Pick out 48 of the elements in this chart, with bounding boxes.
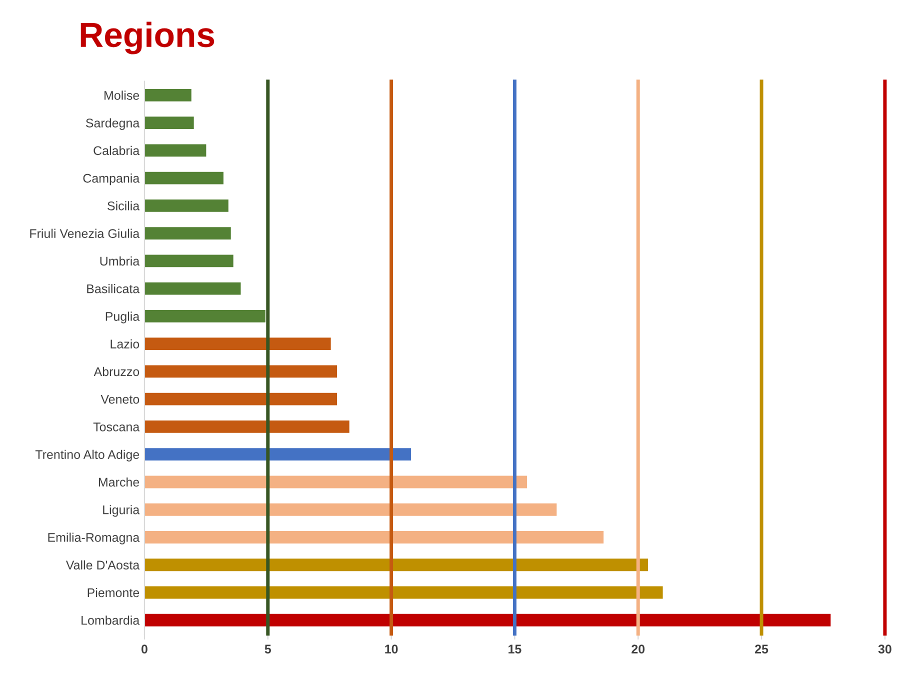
bar [144, 420, 350, 433]
y-tick-label: Valle D'Aosta [66, 560, 140, 570]
y-tick-label: Trentino Alto Adige [35, 450, 140, 462]
y-tick-label: Molise [104, 90, 140, 100]
bar [144, 392, 337, 406]
y-tick-label: Emilia-Romagna [48, 532, 140, 544]
y-tick-label: Liguria [103, 505, 140, 517]
bar [144, 365, 337, 378]
x-tick-label: 5 [264, 644, 272, 654]
y-tick-label: Toscana [93, 422, 140, 432]
bar [144, 227, 231, 240]
y-tick-label: Veneto [100, 395, 140, 404]
x-tick-label: 15 [508, 644, 522, 654]
bar [144, 448, 412, 461]
bar [144, 254, 234, 268]
y-tick-label: Lazio [110, 339, 140, 348]
bar [144, 172, 224, 184]
x-tick-label: 0 [142, 644, 148, 654]
bar [144, 199, 228, 212]
y-tick-label: Friuli Venezia Giulia [30, 228, 140, 238]
bar [144, 310, 266, 322]
bar [144, 476, 528, 488]
bar [144, 614, 831, 626]
y-tick-label: Piemonte [88, 588, 140, 598]
y-tick-label: Basilicata [87, 284, 140, 294]
bar [144, 338, 331, 350]
y-tick-label: Sardegna [86, 118, 140, 130]
bar [144, 503, 557, 516]
x-tick-label: 30 [878, 644, 892, 654]
chart-title: Regions [80, 22, 214, 54]
y-tick-label: Lombardia [82, 616, 140, 625]
bar [144, 558, 648, 572]
x-tick-label: 20 [632, 644, 645, 654]
y-tick-label: Campania [83, 174, 140, 186]
y-tick-label: Puglia [106, 312, 140, 324]
y-tick-label: Umbria [100, 256, 140, 266]
bar [144, 144, 206, 157]
y-tick-label: Marche [98, 477, 140, 487]
x-tick-label: 10 [385, 644, 398, 654]
bar [144, 116, 194, 130]
y-tick-label: Calabria [94, 146, 140, 156]
bar [144, 531, 604, 544]
bar [144, 88, 192, 102]
bar [144, 282, 241, 295]
bar [144, 586, 663, 599]
y-tick-label: Sicilia [108, 201, 140, 210]
y-tick-label: Abruzzo [94, 366, 140, 376]
x-tick-label: 25 [755, 644, 768, 654]
